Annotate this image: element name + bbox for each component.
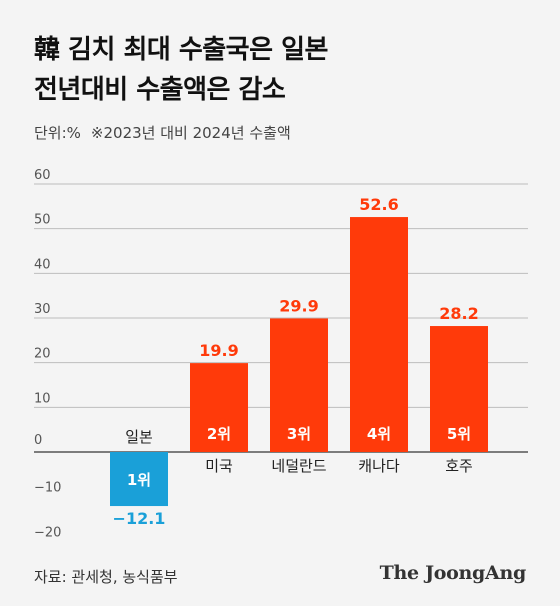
y-tick-label: −20 — [34, 525, 61, 540]
y-tick-label: 10 — [34, 391, 51, 406]
publisher-logo: The JoongAng — [379, 562, 527, 584]
bar-캐나다 — [350, 217, 408, 452]
rank-label: 4위 — [367, 425, 391, 443]
value-label: 52.6 — [359, 195, 398, 214]
rank-label: 3위 — [287, 425, 311, 443]
y-axis-ticks: 60 50 40 30 20 10 0 −10 −20 — [34, 168, 61, 540]
source-note: 자료: 관세청, 농식품부 — [34, 568, 178, 586]
rank-label: 5위 — [447, 425, 471, 443]
category-label: 캐나다 — [358, 457, 400, 475]
title-line-1: 韓 김치 최대 수출국은 일본 — [34, 35, 328, 65]
y-tick-label: 40 — [34, 257, 51, 272]
y-tick-label: 0 — [34, 433, 42, 448]
chart-title: 韓 김치 최대 수출국은 일본 전년대비 수출액은 감소 — [34, 30, 328, 110]
value-label: −12.1 — [113, 509, 166, 528]
bar-호주 — [430, 326, 488, 452]
y-tick-label: −10 — [34, 481, 61, 496]
value-label: 28.2 — [439, 304, 478, 323]
comparison-note: ※2023년 대비 2024년 수출액 — [90, 124, 291, 142]
bar-미국 — [190, 363, 248, 452]
rank-label: 1위 — [127, 471, 151, 489]
value-label: 29.9 — [279, 296, 318, 315]
bar-일본 — [110, 452, 168, 507]
y-tick-label: 20 — [34, 347, 51, 362]
y-tick-label: 50 — [34, 213, 51, 228]
title-line-2: 전년대비 수출액은 감소 — [34, 75, 286, 105]
category-label: 일본 — [125, 428, 153, 446]
category-label: 미국 — [205, 457, 233, 475]
y-tick-label: 60 — [34, 168, 51, 183]
subtitle: 단위:% ※2023년 대비 2024년 수출액 — [34, 122, 291, 143]
y-tick-label: 30 — [34, 302, 51, 317]
value-label: 19.9 — [199, 341, 238, 360]
bar-네덜란드 — [270, 318, 328, 452]
bars — [110, 217, 488, 507]
unit-label: 단위:% — [34, 124, 81, 142]
category-label: 네덜란드 — [271, 457, 326, 475]
rank-label: 2위 — [207, 425, 231, 443]
category-label: 호주 — [445, 457, 473, 475]
